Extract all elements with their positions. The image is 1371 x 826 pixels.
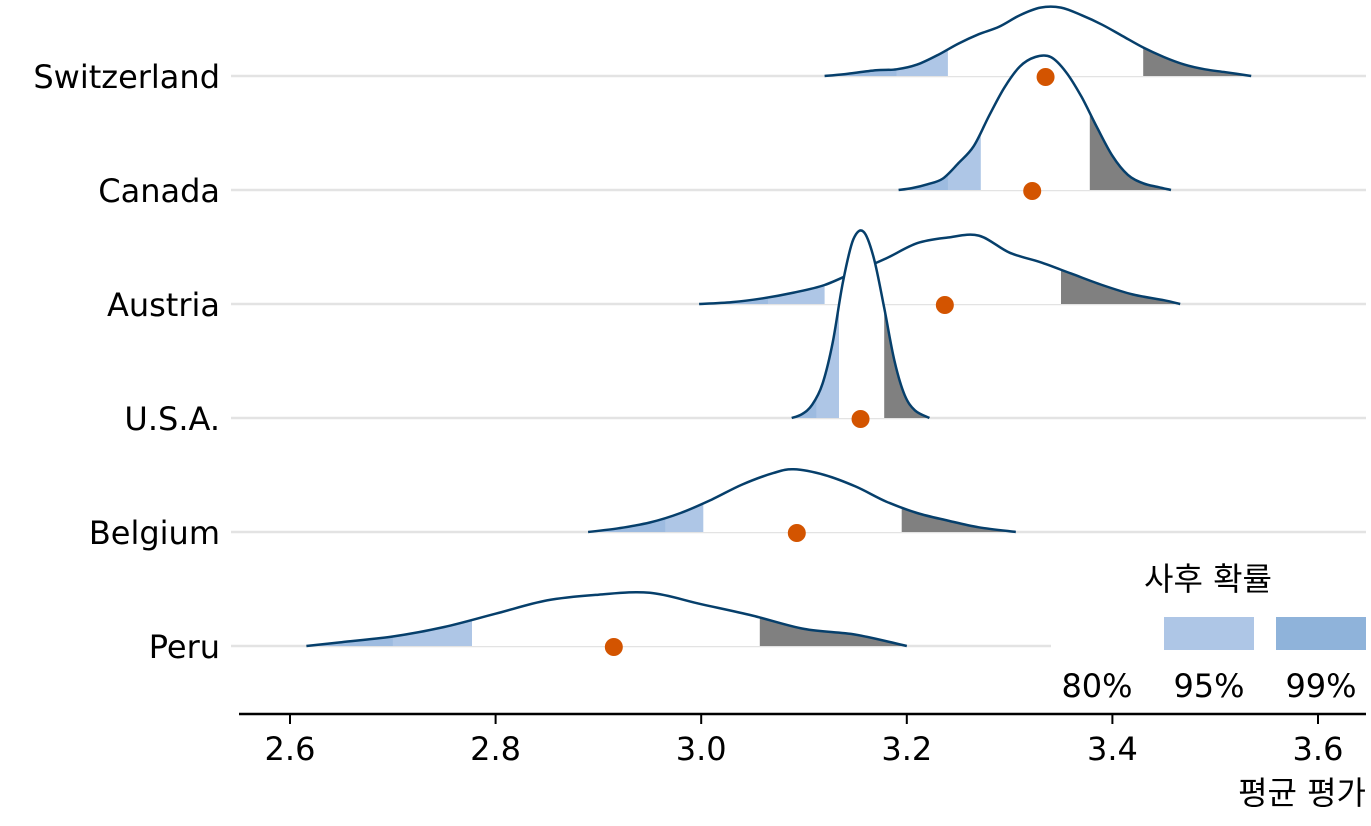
lower-tail-99 bbox=[306, 636, 393, 646]
x-tick-label: 3.0 bbox=[676, 730, 727, 768]
mean-point-peru bbox=[604, 638, 623, 656]
lower-tail-95 bbox=[791, 305, 839, 418]
row-label: U.S.A. bbox=[124, 400, 220, 438]
density-group-switzerland bbox=[824, 5, 1252, 78]
density-curve bbox=[306, 590, 908, 648]
row-label: Canada bbox=[98, 172, 220, 210]
row-label: Switzerland bbox=[33, 58, 220, 96]
legend-title: 사후 확률 bbox=[1144, 560, 1272, 598]
x-tick-label: 2.8 bbox=[470, 730, 521, 768]
lower-tail-99 bbox=[588, 517, 666, 532]
lower-tail-95 bbox=[306, 619, 472, 646]
mean-point-austria bbox=[935, 296, 954, 314]
upper-tail bbox=[1089, 113, 1171, 190]
mean-point-switzerland bbox=[1036, 68, 1055, 86]
lower-tail-99 bbox=[699, 297, 768, 304]
row-label: Belgium bbox=[89, 514, 220, 552]
upper-tail bbox=[1143, 47, 1252, 76]
density-group-austria bbox=[699, 233, 1181, 306]
density-group-peru bbox=[306, 590, 908, 648]
density-group-canada bbox=[898, 54, 1172, 192]
density-curve bbox=[898, 54, 1172, 192]
upper-tail bbox=[1061, 269, 1181, 304]
upper-tail bbox=[884, 307, 930, 418]
lower-tail-99 bbox=[898, 173, 948, 190]
density-group-belgium bbox=[587, 468, 1016, 534]
density-curve bbox=[587, 468, 1016, 534]
density-curve bbox=[824, 5, 1252, 78]
lower-tail-95 bbox=[824, 49, 948, 76]
legend-swatch-99 bbox=[1276, 617, 1366, 650]
legend-label: 80% bbox=[1061, 667, 1132, 705]
legend-swatch-95 bbox=[1164, 617, 1254, 650]
lower-tail-95 bbox=[699, 285, 825, 304]
upper-tail bbox=[901, 507, 1016, 532]
x-tick-label: 3.6 bbox=[1293, 730, 1344, 768]
density-curve bbox=[699, 233, 1181, 306]
x-axis-title: 평균 평가 bbox=[1238, 774, 1366, 812]
lower-tail-95 bbox=[898, 132, 981, 190]
x-tick-label: 3.2 bbox=[881, 730, 932, 768]
x-tick-label: 3.4 bbox=[1087, 730, 1138, 768]
legend-swatch-80 bbox=[1052, 617, 1142, 650]
mean-point-belgium bbox=[787, 524, 806, 542]
lower-tail-99 bbox=[791, 396, 817, 418]
mean-point-canada bbox=[1023, 182, 1042, 200]
density-curve bbox=[791, 229, 930, 420]
row-label: Peru bbox=[149, 628, 220, 666]
density-group-usa bbox=[791, 229, 930, 420]
upper-tail bbox=[759, 617, 907, 646]
x-tick-label: 2.6 bbox=[265, 730, 316, 768]
row-label: Austria bbox=[107, 286, 220, 324]
mean-point-usa bbox=[851, 410, 870, 428]
legend-label: 95% bbox=[1173, 667, 1244, 705]
lower-tail-95 bbox=[588, 503, 704, 532]
legend-label: 99% bbox=[1285, 667, 1356, 705]
